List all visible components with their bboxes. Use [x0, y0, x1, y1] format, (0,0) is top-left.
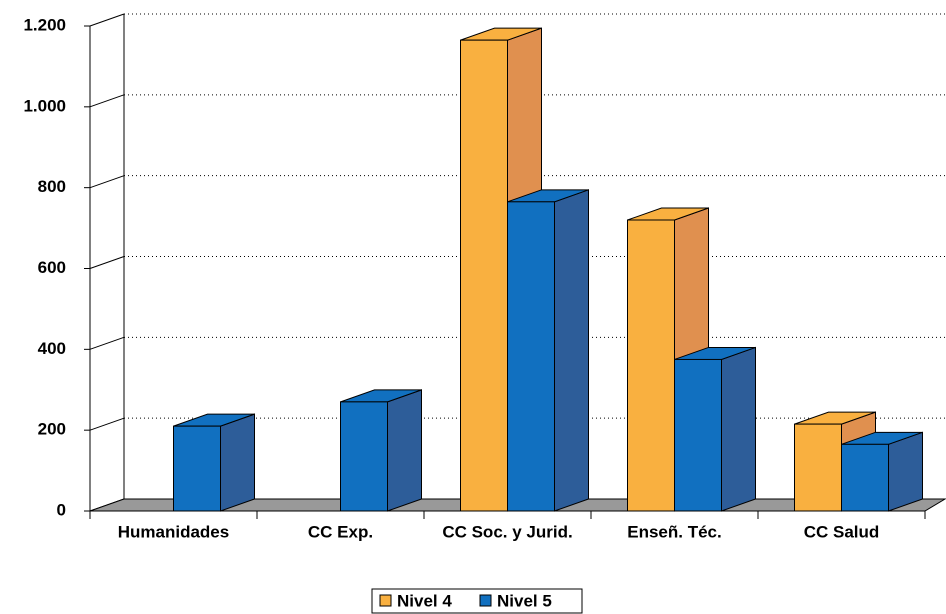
legend-label: Nivel 4: [397, 591, 452, 610]
bar: [340, 389, 422, 512]
bar-front: [340, 401, 388, 512]
legend: Nivel 4 Nivel 5: [371, 588, 583, 614]
bar-side: [888, 431, 923, 512]
legend-box: [371, 588, 583, 614]
bar: [841, 431, 923, 512]
grid-diagonal: [89, 13, 125, 27]
grid-diagonal: [89, 336, 125, 350]
y-tick-label: 200: [38, 420, 66, 439]
x-tick-label: CC Soc. y Jurid.: [442, 522, 572, 541]
bar: [507, 189, 589, 512]
bar-side: [554, 189, 589, 512]
grid-diagonal: [89, 417, 125, 431]
bar-front: [507, 201, 555, 512]
bar-front: [794, 423, 842, 512]
bar-side: [220, 413, 255, 512]
y-tick-label: 400: [38, 339, 66, 358]
bar-front: [627, 219, 675, 512]
legend-swatch: [479, 594, 492, 607]
y-tick-label: 1.000: [23, 96, 66, 115]
y-tick-label: 800: [38, 177, 66, 196]
legend-label: Nivel 5: [497, 591, 552, 610]
bar-front: [674, 358, 722, 512]
bar-side: [387, 389, 422, 512]
legend-swatch: [379, 594, 392, 607]
x-tick-label: CC Exp.: [308, 522, 373, 541]
x-tick-label: Humanidades: [118, 522, 229, 541]
bar-front: [460, 39, 508, 512]
y-tick-label: 1.200: [23, 15, 66, 34]
y-tick-label: 0: [57, 500, 66, 519]
bar-side: [721, 346, 756, 512]
grid-diagonal: [89, 256, 125, 269]
x-tick-label: CC Salud: [804, 522, 880, 541]
y-tick-label: 600: [38, 258, 66, 277]
grid-diagonal: [89, 175, 125, 189]
grid-diagonal: [89, 94, 125, 108]
bar-front: [841, 443, 889, 512]
bar-front: [173, 425, 221, 512]
x-tick-label: Enseñ. Téc.: [627, 522, 721, 541]
bar: [674, 346, 756, 512]
bar: [173, 413, 255, 512]
